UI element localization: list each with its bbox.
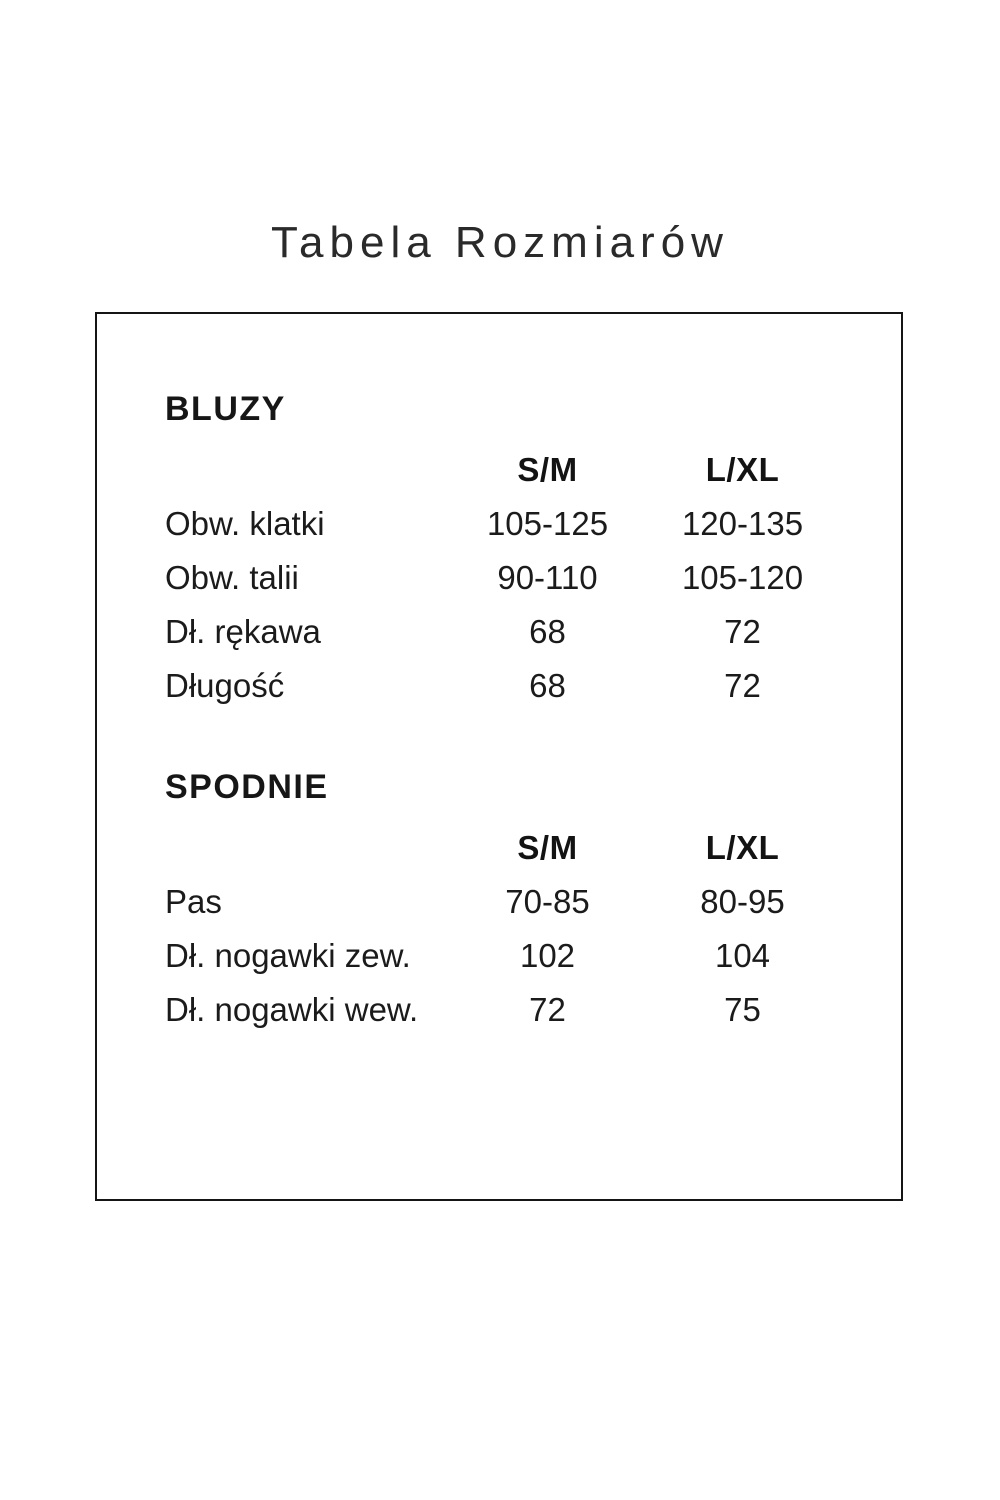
column-header-sm: S/M <box>517 829 578 866</box>
row-label: Obw. talii <box>165 559 299 596</box>
table-row: Dł. rękawa 68 72 <box>165 605 881 659</box>
section-heading-bluzy: BLUZY <box>165 390 286 428</box>
size-table-box: BLUZY S/M L/XL Obw. klatki 105-125 120-1… <box>95 312 903 1201</box>
section-spodnie: SPODNIE S/M L/XL Pas 70-85 80-95 Dł. nog… <box>165 769 881 1037</box>
row-value-sm: 72 <box>529 991 566 1028</box>
row-value-sm: 105-125 <box>486 505 609 542</box>
row-value-sm: 68 <box>529 613 566 650</box>
row-value-lxl: 75 <box>724 991 761 1028</box>
row-value-lxl: 105-120 <box>681 559 804 596</box>
row-value-sm: 68 <box>529 667 566 704</box>
column-header-lxl: L/XL <box>705 829 780 866</box>
table-row: Długość 68 72 <box>165 659 881 713</box>
row-value-lxl: 72 <box>724 613 761 650</box>
row-label: Długość <box>165 667 285 704</box>
row-value-sm: 102 <box>519 937 576 974</box>
section-bluzy: BLUZY S/M L/XL Obw. klatki 105-125 120-1… <box>165 391 881 713</box>
row-label: Dł. rękawa <box>165 613 321 650</box>
size-header-row: S/M L/XL <box>165 443 881 497</box>
column-header-sm: S/M <box>517 451 578 488</box>
row-value-lxl: 104 <box>714 937 771 974</box>
table-row: Obw. klatki 105-125 120-135 <box>165 497 881 551</box>
column-header-lxl: L/XL <box>705 451 780 488</box>
page-title: Tabela Rozmiarów <box>271 218 729 267</box>
row-label: Dł. nogawki wew. <box>165 991 419 1028</box>
size-header-row: S/M L/XL <box>165 821 881 875</box>
row-value-sm: 70-85 <box>505 883 590 920</box>
table-row: Dł. nogawki wew. 72 75 <box>165 983 881 1037</box>
table-row: Pas 70-85 80-95 <box>165 875 881 929</box>
row-value-sm: 90-110 <box>497 559 598 596</box>
row-value-lxl: 72 <box>724 667 761 704</box>
table-row: Obw. talii 90-110 105-120 <box>165 551 881 605</box>
table-row: Dł. nogawki zew. 102 104 <box>165 929 881 983</box>
row-value-lxl: 120-135 <box>681 505 804 542</box>
section-heading-spodnie: SPODNIE <box>165 768 329 806</box>
row-value-lxl: 80-95 <box>700 883 785 920</box>
row-label: Pas <box>165 883 222 920</box>
row-label: Obw. klatki <box>165 505 325 542</box>
row-label: Dł. nogawki zew. <box>165 937 411 974</box>
